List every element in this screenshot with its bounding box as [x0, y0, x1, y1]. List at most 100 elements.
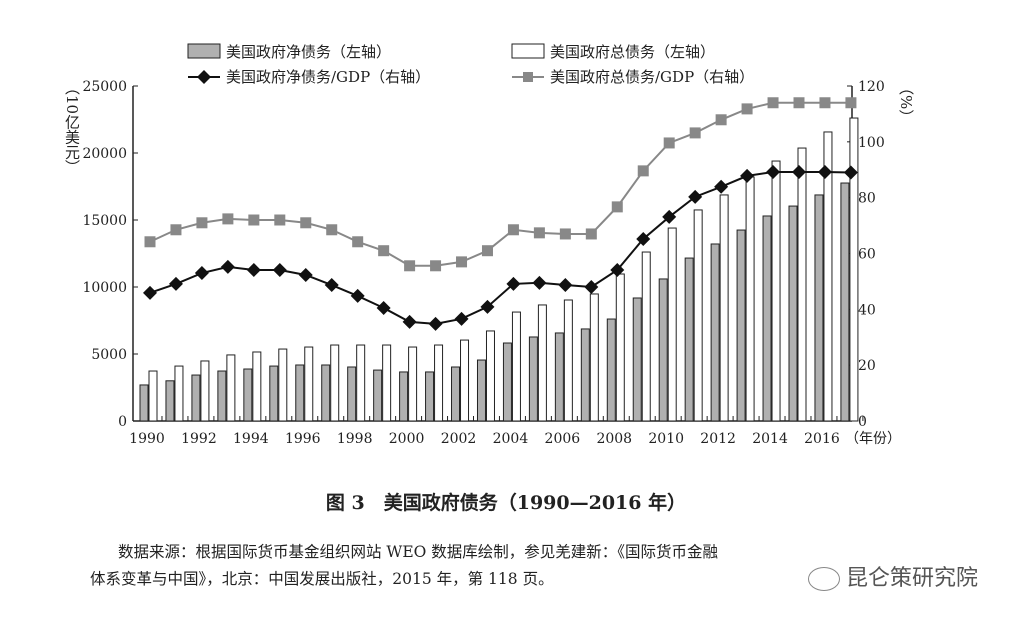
x-tick-label: 1992 [181, 431, 217, 447]
bar-net-debt [814, 194, 824, 422]
legend-swatch-net-debt [187, 43, 221, 59]
marker-net-debt-gdp [194, 266, 209, 281]
left-axis-title: （10亿美元） [63, 80, 81, 174]
bar-gross-debt [330, 344, 340, 422]
marker-net-debt-gdp [636, 231, 651, 246]
legend-marker-gross-debt-gdp [523, 72, 533, 82]
bar-gross-debt [823, 131, 833, 422]
marker-net-debt-gdp [817, 164, 832, 179]
bar-net-debt [762, 215, 772, 422]
bar-net-debt [788, 205, 798, 422]
bar-gross-debt [719, 194, 729, 422]
marker-gross-debt-gdp [741, 103, 753, 115]
source-line-1: 数据来源：根据国际货币基金组织网站 WEO 数据库绘制，参见羌建新：《国际货币金… [118, 543, 719, 561]
bar-net-debt [658, 278, 668, 422]
marker-gross-debt-gdp [248, 214, 260, 226]
x-tick-label: 2008 [596, 431, 632, 447]
legend-marker-net-debt-gdp [197, 70, 211, 84]
bar-gross-debt [382, 344, 392, 422]
right-tick-label: 20 [858, 358, 876, 374]
x-tick-label: 2000 [389, 431, 425, 447]
bar-net-debt [269, 365, 279, 422]
marker-net-debt-gdp [610, 262, 625, 277]
right-tick-label: 40 [858, 302, 876, 318]
chart: 0 5000 10000 15000 20000 25000 0 20 40 60 80 100 120… [63, 43, 915, 447]
marker-gross-debt-gdp [767, 97, 779, 109]
bar-net-debt [243, 368, 253, 422]
left-tick-label: 25000 [82, 79, 127, 95]
bar-gross-debt [641, 251, 651, 422]
bar-gross-debt [434, 344, 444, 422]
bar-net-debt [191, 374, 201, 422]
marker-net-debt-gdp [143, 285, 157, 300]
source-line-2: 体系变革与中国》，北京：中国发展出版社，2015 年，第 118 页。 [90, 570, 554, 588]
bar-net-debt [528, 336, 538, 422]
x-tick-label: 2016 [804, 431, 840, 447]
bar-net-debt [684, 257, 694, 422]
marker-gross-debt-gdp [430, 260, 442, 272]
legend-label-net-debt: 美国政府净债务（左轴） [226, 43, 391, 61]
bar-gross-debt [408, 346, 418, 422]
marker-gross-debt-gdp [611, 201, 623, 213]
marker-gross-debt-gdp [507, 224, 519, 236]
marker-net-debt-gdp [350, 288, 365, 303]
bar-net-debt [476, 359, 486, 422]
line-gross-debt-gdp [149, 101, 851, 267]
marker-net-debt-gdp [662, 209, 677, 224]
bar-gross-debt [200, 360, 210, 422]
bar-gross-debt [278, 348, 288, 422]
bar-gross-debt [252, 351, 262, 422]
bar-net-debt [451, 366, 461, 422]
marker-net-debt-gdp [740, 168, 755, 183]
marker-net-debt-gdp [506, 276, 521, 291]
left-tick-label: 5000 [91, 347, 127, 363]
bar-net-debt [139, 384, 149, 422]
marker-net-debt-gdp [688, 189, 703, 204]
left-tick-label: 10000 [82, 280, 127, 296]
right-tick-label: 120 [858, 79, 885, 95]
marker-gross-debt-gdp [559, 228, 571, 240]
bar-net-debt [373, 369, 383, 422]
marker-gross-debt-gdp [404, 260, 416, 272]
x-tick-label: 1998 [337, 431, 373, 447]
marker-gross-debt-gdp [196, 217, 208, 229]
marker-net-debt-gdp [168, 276, 183, 291]
bar-net-debt [710, 243, 720, 422]
marker-gross-debt-gdp [715, 114, 727, 126]
right-tick-label: 100 [858, 135, 885, 151]
watermark: 昆仑策研究院 [808, 560, 978, 592]
bar-net-debt [554, 332, 564, 422]
marker-net-debt-gdp [766, 164, 781, 179]
x-tick-label: 2014 [752, 431, 788, 447]
bar-net-debt [217, 370, 227, 422]
bar-gross-debt [589, 293, 599, 422]
bar-gross-debt [174, 365, 184, 422]
figure-caption: 图 3 美国政府债务（1990—2016 年） [325, 492, 687, 514]
legend-label-gross-debt: 美国政府总债务（左轴） [550, 43, 715, 61]
bar-gross-debt [485, 330, 495, 422]
legend-swatch-gross-debt [511, 43, 545, 59]
left-tick-label: 15000 [82, 213, 127, 229]
marker-gross-debt-gdp [663, 137, 675, 149]
marker-gross-debt-gdp [533, 227, 545, 239]
marker-gross-debt-gdp [222, 213, 234, 225]
x-tick-label: 1990 [129, 431, 165, 447]
right-axis-title: （%） [897, 80, 915, 124]
marker-gross-debt-gdp [352, 236, 364, 248]
legend-label-net-debt-gdp: 美国政府净债务/GDP（右轴） [226, 68, 430, 86]
x-tick-label: 2012 [700, 431, 736, 447]
marker-net-debt-gdp [792, 164, 806, 179]
marker-gross-debt-gdp [585, 228, 597, 240]
marker-gross-debt-gdp [456, 256, 468, 268]
marker-net-debt-gdp [558, 278, 573, 293]
x-tick-label: 2002 [441, 431, 477, 447]
marker-gross-debt-gdp [845, 97, 857, 109]
left-tick-label: 0 [118, 414, 127, 430]
bar-net-debt [347, 366, 357, 422]
marker-net-debt-gdp [584, 280, 599, 294]
bar-net-debt [580, 328, 590, 422]
marker-gross-debt-gdp [326, 224, 338, 236]
bar-gross-debt [745, 176, 755, 422]
bar-gross-debt [537, 304, 547, 422]
marker-net-debt-gdp [480, 299, 495, 314]
